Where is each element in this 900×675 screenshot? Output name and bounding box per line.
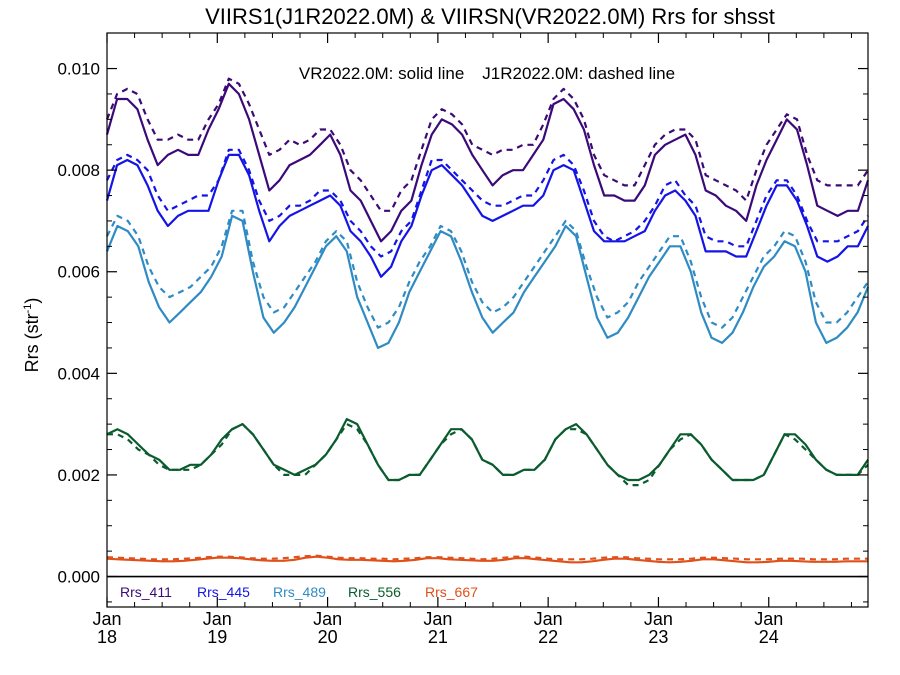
dashed-line-note: J1R2022.0M: dashed line — [482, 64, 675, 83]
x-tick-label-year: 22 — [538, 627, 558, 647]
x-tick-label-month: Jan — [423, 609, 452, 629]
dashed-line-rrs-489 — [106, 209, 869, 329]
y-tick-label: 0.010 — [57, 60, 100, 79]
dashed-line-rrs-667 — [106, 554, 868, 561]
x-tick-label-year: 20 — [318, 627, 338, 647]
y-tick-label: 0.004 — [57, 364, 100, 383]
legend-entry-rrs-556: Rrs_556 — [348, 584, 401, 600]
solid-line-rrs-489 — [105, 214, 870, 349]
x-tick-label-year: 18 — [97, 627, 117, 647]
x-tick-label-month: Jan — [644, 609, 673, 629]
plot-area: 0.0000.0020.0040.0060.0080.010Jan18Jan19… — [57, 32, 870, 647]
x-tick-label-month: Jan — [203, 609, 232, 629]
x-tick-label-month: Jan — [534, 609, 563, 629]
y-tick-label: 0.002 — [57, 466, 100, 485]
y-axis-label: Rrs (str-1) — [22, 298, 42, 373]
x-tick-label-month: Jan — [92, 609, 121, 629]
line-style-annotation: VR2022.0M: solid line J1R2022.0M: dashed … — [299, 64, 675, 83]
legend-entry-rrs-667: Rrs_667 — [425, 584, 478, 600]
x-tick-label-month: Jan — [313, 609, 342, 629]
dashed-line-rrs-411 — [105, 77, 869, 212]
solid-line-rrs-556 — [106, 418, 869, 482]
y-axis-label-superscript: -1 — [22, 304, 34, 314]
x-tick-label-year: 23 — [648, 627, 668, 647]
x-tick-label-month: Jan — [754, 609, 783, 629]
solid-line-note: VR2022.0M: solid line — [299, 64, 464, 83]
x-tick-label-year: 21 — [428, 627, 448, 647]
legend-entry-rrs-445: Rrs_445 — [197, 584, 250, 600]
dashed-line-rrs-556 — [107, 423, 869, 487]
plot-frame — [106, 32, 869, 608]
dashed-line-rrs-445 — [106, 148, 869, 258]
x-tick-label-year: 24 — [759, 627, 779, 647]
y-tick-label: 0.006 — [57, 263, 100, 282]
legend-entry-rrs-411: Rrs_411 — [120, 584, 172, 600]
y-axis-label-text: Rrs (str — [22, 313, 42, 372]
y-axis-label-close: ) — [22, 298, 42, 304]
y-tick-label: 0.000 — [57, 568, 100, 587]
legend-entry-rrs-489: Rrs_489 — [273, 584, 326, 600]
solid-line-rrs-411 — [105, 82, 870, 243]
x-tick-label-year: 19 — [207, 627, 227, 647]
solid-line-rrs-445 — [105, 153, 869, 278]
chart-title: VIIRS1(J1R2022.0M) & VIIRSN(VR2022.0M) R… — [205, 4, 775, 29]
y-tick-label: 0.008 — [57, 161, 100, 180]
